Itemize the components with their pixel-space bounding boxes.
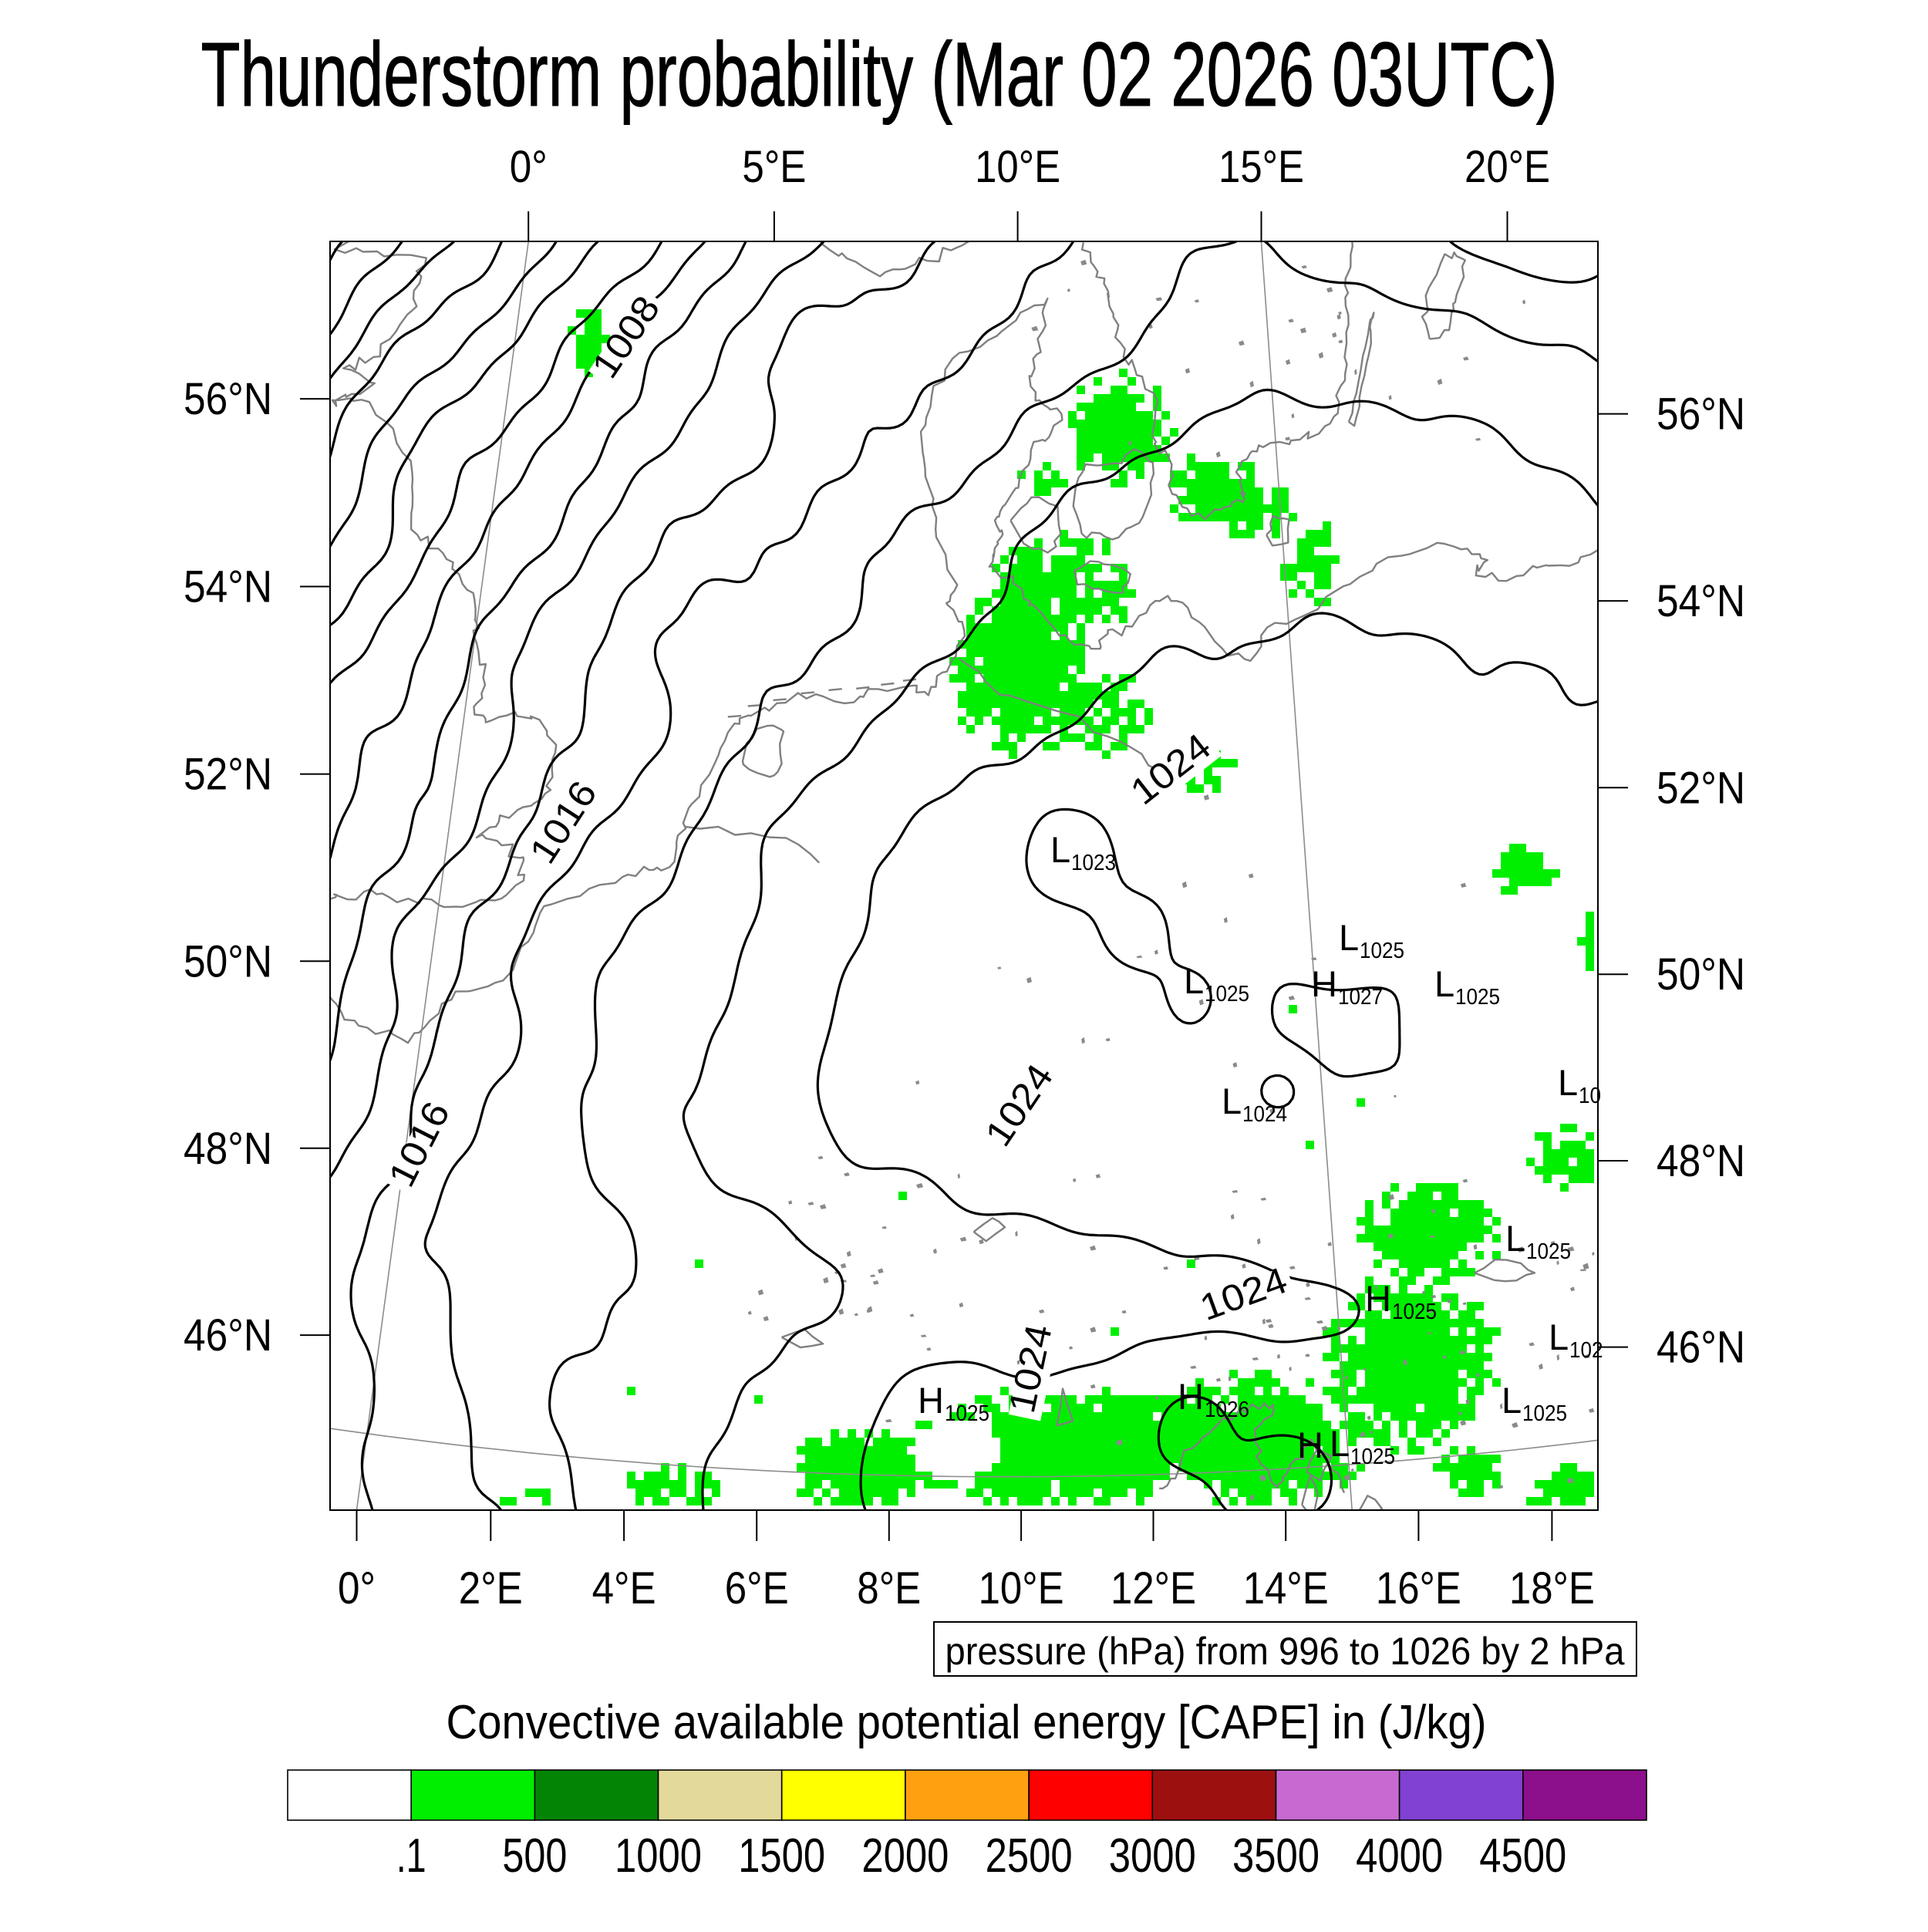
svg-text:1025: 1025 — [1522, 1401, 1567, 1426]
svg-text:1025: 1025 — [945, 1401, 989, 1426]
svg-text:1024: 1024 — [1242, 1102, 1287, 1127]
svg-text:6°E: 6°E — [725, 1563, 789, 1613]
svg-text:L: L — [1434, 963, 1454, 1004]
svg-text:48°N: 48°N — [184, 1124, 272, 1174]
svg-text:5°E: 5°E — [742, 142, 806, 192]
svg-text:46°N: 46°N — [184, 1310, 272, 1360]
svg-text:H: H — [1178, 1376, 1204, 1417]
svg-text:1027: 1027 — [1338, 985, 1383, 1010]
svg-text:H: H — [1365, 1278, 1391, 1319]
svg-text:1023: 1023 — [1071, 851, 1116, 875]
svg-text:1026: 1026 — [1205, 1398, 1249, 1422]
svg-text:H: H — [1311, 963, 1337, 1004]
svg-text:L: L — [1505, 1218, 1525, 1259]
svg-text:50°N: 50°N — [1657, 949, 1745, 1000]
svg-text:L: L — [1222, 1081, 1242, 1121]
svg-text:0°: 0° — [338, 1563, 376, 1613]
svg-text:10°E: 10°E — [979, 1563, 1064, 1613]
svg-text:H: H — [1297, 1425, 1323, 1465]
svg-text:54°N: 54°N — [184, 562, 272, 612]
svg-text:52°N: 52°N — [1657, 763, 1745, 813]
svg-text:14°E: 14°E — [1243, 1563, 1329, 1613]
svg-text:L: L — [1330, 1423, 1350, 1464]
svg-text:18°E: 18°E — [1509, 1563, 1595, 1613]
svg-text:1025: 1025 — [1455, 985, 1500, 1010]
svg-text:50°N: 50°N — [184, 936, 272, 986]
svg-text:L: L — [1339, 917, 1359, 958]
svg-text:56°N: 56°N — [1657, 389, 1745, 440]
svg-text:16°E: 16°E — [1376, 1563, 1461, 1613]
svg-text:4000: 4000 — [1356, 1829, 1443, 1883]
svg-text:1025: 1025 — [1350, 1445, 1395, 1469]
svg-text:1000: 1000 — [615, 1829, 702, 1883]
svg-text:L: L — [1050, 829, 1070, 870]
svg-text:L: L — [1549, 1317, 1569, 1357]
svg-text:1025: 1025 — [1392, 1300, 1437, 1324]
svg-text:0°: 0° — [510, 142, 548, 192]
svg-text:4°E: 4°E — [592, 1563, 656, 1613]
svg-text:L: L — [1558, 1062, 1578, 1103]
svg-text:2500: 2500 — [986, 1829, 1073, 1883]
svg-text:10°E: 10°E — [975, 142, 1060, 192]
svg-text:pressure (hPa) from 996 to 102: pressure (hPa) from 996 to 1026 by 2 hPa — [945, 1630, 1625, 1673]
svg-text:52°N: 52°N — [184, 750, 272, 800]
svg-text:500: 500 — [502, 1829, 567, 1883]
svg-text:48°N: 48°N — [1657, 1136, 1745, 1186]
svg-text:1025: 1025 — [1205, 982, 1249, 1006]
svg-text:Convective available potential: Convective available potential energy [C… — [447, 1696, 1487, 1749]
svg-text:20°E: 20°E — [1465, 142, 1550, 192]
svg-text:8°E: 8°E — [857, 1563, 921, 1613]
svg-text:L: L — [1502, 1380, 1522, 1421]
svg-text:1025: 1025 — [1526, 1239, 1571, 1264]
svg-text:H: H — [918, 1380, 944, 1421]
svg-text:4500: 4500 — [1479, 1829, 1566, 1883]
svg-text:3000: 3000 — [1109, 1829, 1196, 1883]
svg-text:15°E: 15°E — [1218, 142, 1304, 192]
svg-text:56°N: 56°N — [184, 374, 272, 424]
svg-text:12°E: 12°E — [1111, 1563, 1196, 1613]
svg-text:3500: 3500 — [1232, 1829, 1320, 1883]
svg-text:1500: 1500 — [738, 1829, 825, 1883]
svg-text:54°N: 54°N — [1657, 576, 1745, 626]
svg-text:46°N: 46°N — [1657, 1323, 1745, 1373]
svg-text:L: L — [1184, 960, 1204, 1001]
svg-text:2°E: 2°E — [459, 1563, 523, 1613]
svg-text:2000: 2000 — [861, 1829, 949, 1883]
svg-text:Thunderstorm probability (Mar: Thunderstorm probability (Mar 02 2026 03… — [201, 24, 1558, 126]
svg-text:1025: 1025 — [1360, 939, 1404, 963]
svg-text:.1: .1 — [396, 1829, 426, 1883]
